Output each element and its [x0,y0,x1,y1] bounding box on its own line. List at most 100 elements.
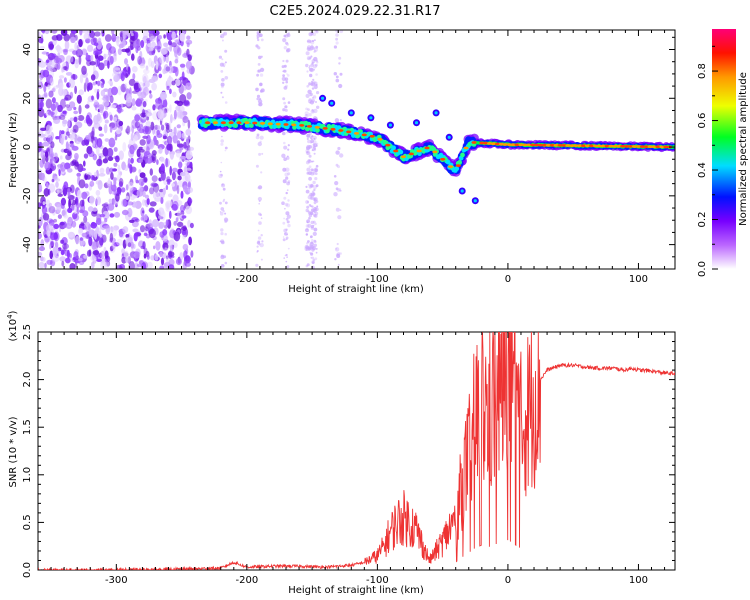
noise-speckle [185,82,192,90]
noise-streak-dot [307,183,310,186]
noise-streak-dot [258,221,262,225]
noise-speckle [85,77,89,87]
noise-speckle [112,73,116,77]
noise-speckle [159,91,167,101]
noise-speckle [76,136,83,142]
noise-speckle [65,257,71,264]
noise-streak-dot [220,173,223,177]
noise-speckle [167,65,174,74]
noise-speckle [176,129,182,140]
snr-panel: -300 -200 -100 0 100 0.0 0.5 1.0 1.5 2.0 2.5 Heig… [6,310,676,596]
noise-speckle [180,190,184,199]
signal-peak [538,143,544,147]
noise-speckle [55,136,60,140]
noise-streak-dot [281,153,286,158]
noise-streak-dot [223,255,227,259]
noise-streak-dot [310,256,313,259]
noise-speckle [173,242,178,248]
noise-streak-dot [313,188,316,192]
noise-speckle [165,219,169,227]
noise-streak-dot [310,80,313,83]
noise-streak-dot [287,180,291,183]
noise-speckle [165,185,169,190]
noise-speckle [100,33,103,37]
noise-streak-dot [339,209,342,212]
noise-speckle [166,135,173,145]
noise-streak-dot [255,263,259,267]
noise-speckle [142,241,146,250]
noise-speckle [176,221,184,228]
noise-streak-dot [288,181,290,184]
noise-speckle [186,48,190,57]
noise-speckle [181,215,187,219]
noise-speckle [111,184,117,192]
noise-streak-dot [259,135,264,140]
noise-streak-dot [305,114,308,117]
signal-blob-core [388,123,392,127]
noise-speckle [165,46,170,51]
noise-speckle [179,63,186,68]
noise-speckle [173,231,181,242]
noise-streak-dot [313,243,317,247]
noise-speckle [77,115,85,121]
colorbar-tick-label: 0.2 [697,212,708,228]
snr-y-scale-exponent: 4 [6,314,14,319]
noise-speckle [99,237,104,246]
noise-streak-dot [223,217,229,222]
x-tick-label: -200 [236,274,259,285]
noise-streak-dot [221,39,224,42]
noise-speckle [119,177,124,187]
noise-speckle [118,150,125,160]
noise-speckle [124,165,129,171]
noise-streak-dot [220,142,224,146]
noise-speckle [136,263,144,268]
noise-streak-dot [335,187,339,191]
noise-speckle [130,241,134,249]
noise-speckle [177,175,182,181]
noise-streak-dot [257,38,260,42]
noise-speckle [49,250,54,260]
noise-speckle [149,93,153,99]
noise-streak-dot [259,89,263,93]
noise-speckle [155,192,161,198]
noise-streak-dot [258,152,262,156]
snr-y-axis-label: SNR (10 * v/v) [8,416,19,487]
noise-speckle [94,100,99,105]
signal-peak [596,144,602,148]
noise-speckle [113,67,121,71]
noise-speckle [142,76,147,84]
noise-streak-dot [284,207,286,210]
noise-streak-dot [313,84,318,90]
noise-streak-dot [257,69,261,73]
noise-speckle [83,153,89,159]
colorbar: 0.0 0.2 0.4 0.6 0.8 Normalized spectral ampl… [697,29,749,277]
noise-streak-dot [283,101,286,105]
noise-speckle [188,236,193,246]
noise-speckle [43,92,48,98]
noise-streak-dot [221,96,224,99]
noise-speckle [97,180,103,190]
noise-speckle [67,168,73,173]
noise-streak-dot [282,81,285,85]
noise-speckle [41,257,46,262]
noise-speckle [165,200,173,208]
noise-speckle [113,147,118,152]
noise-speckle [98,62,105,71]
noise-speckle [68,78,76,88]
noise-speckle [72,212,78,220]
noise-streak-dot [256,245,259,248]
noise-speckle [46,59,50,64]
noise-speckle [138,158,143,163]
noise-speckle [160,170,166,181]
noise-speckle [104,119,109,124]
noise-speckle [70,56,76,65]
noise-streak-dot [313,201,317,205]
noise-streak-dot [310,55,313,58]
noise-speckle [148,228,156,239]
noise-streak-dot [311,256,315,260]
noise-speckle [132,228,139,233]
noise-streak-dot [310,196,315,200]
noise-speckle [182,260,187,269]
signal-peak [530,143,536,147]
